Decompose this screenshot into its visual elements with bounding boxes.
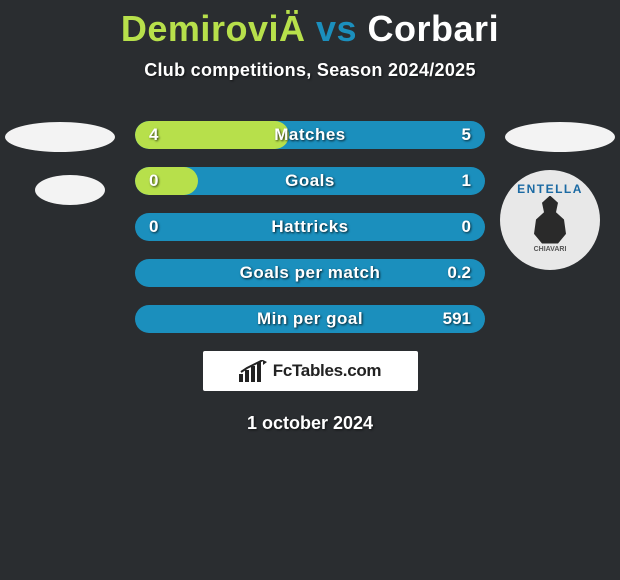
stat-label: Hattricks xyxy=(135,217,485,237)
title-player2: Corbari xyxy=(368,8,500,49)
player1-silhouette xyxy=(5,122,115,152)
title-player1: DemiroviÄ xyxy=(121,8,306,49)
badge-bottom-text: CHIAVARI xyxy=(534,246,567,253)
title-vs: vs xyxy=(316,8,357,49)
stat-right-value: 1 xyxy=(462,171,471,191)
page-title: DemiroviÄ vs Corbari xyxy=(0,0,620,50)
stat-label: Matches xyxy=(135,125,485,145)
player2-silhouette xyxy=(505,122,615,152)
brand-text: FcTables.com xyxy=(273,361,382,381)
stat-row: 0Goals1 xyxy=(135,167,485,195)
stat-row: 0Hattricks0 xyxy=(135,213,485,241)
stat-row: 4Matches5 xyxy=(135,121,485,149)
club-badge: ENTELLA CHIAVARI xyxy=(500,170,600,270)
subtitle: Club competitions, Season 2024/2025 xyxy=(0,60,620,81)
brand-chart-icon xyxy=(239,360,267,382)
stat-row: Min per goal591 xyxy=(135,305,485,333)
brand-badge: FcTables.com xyxy=(203,351,418,391)
stat-label: Min per goal xyxy=(135,309,485,329)
date-text: 1 october 2024 xyxy=(0,413,620,434)
ball-icon xyxy=(35,175,105,205)
stat-right-value: 5 xyxy=(462,125,471,145)
badge-figure-icon xyxy=(530,196,570,244)
stat-right-value: 0 xyxy=(462,217,471,237)
stat-row: Goals per match0.2 xyxy=(135,259,485,287)
stat-right-value: 0.2 xyxy=(447,263,471,283)
stat-label: Goals xyxy=(135,171,485,191)
badge-top-text: ENTELLA xyxy=(517,182,583,196)
stat-label: Goals per match xyxy=(135,263,485,283)
stats-rows: 4Matches50Goals10Hattricks0Goals per mat… xyxy=(135,121,485,333)
stat-right-value: 591 xyxy=(443,309,471,329)
